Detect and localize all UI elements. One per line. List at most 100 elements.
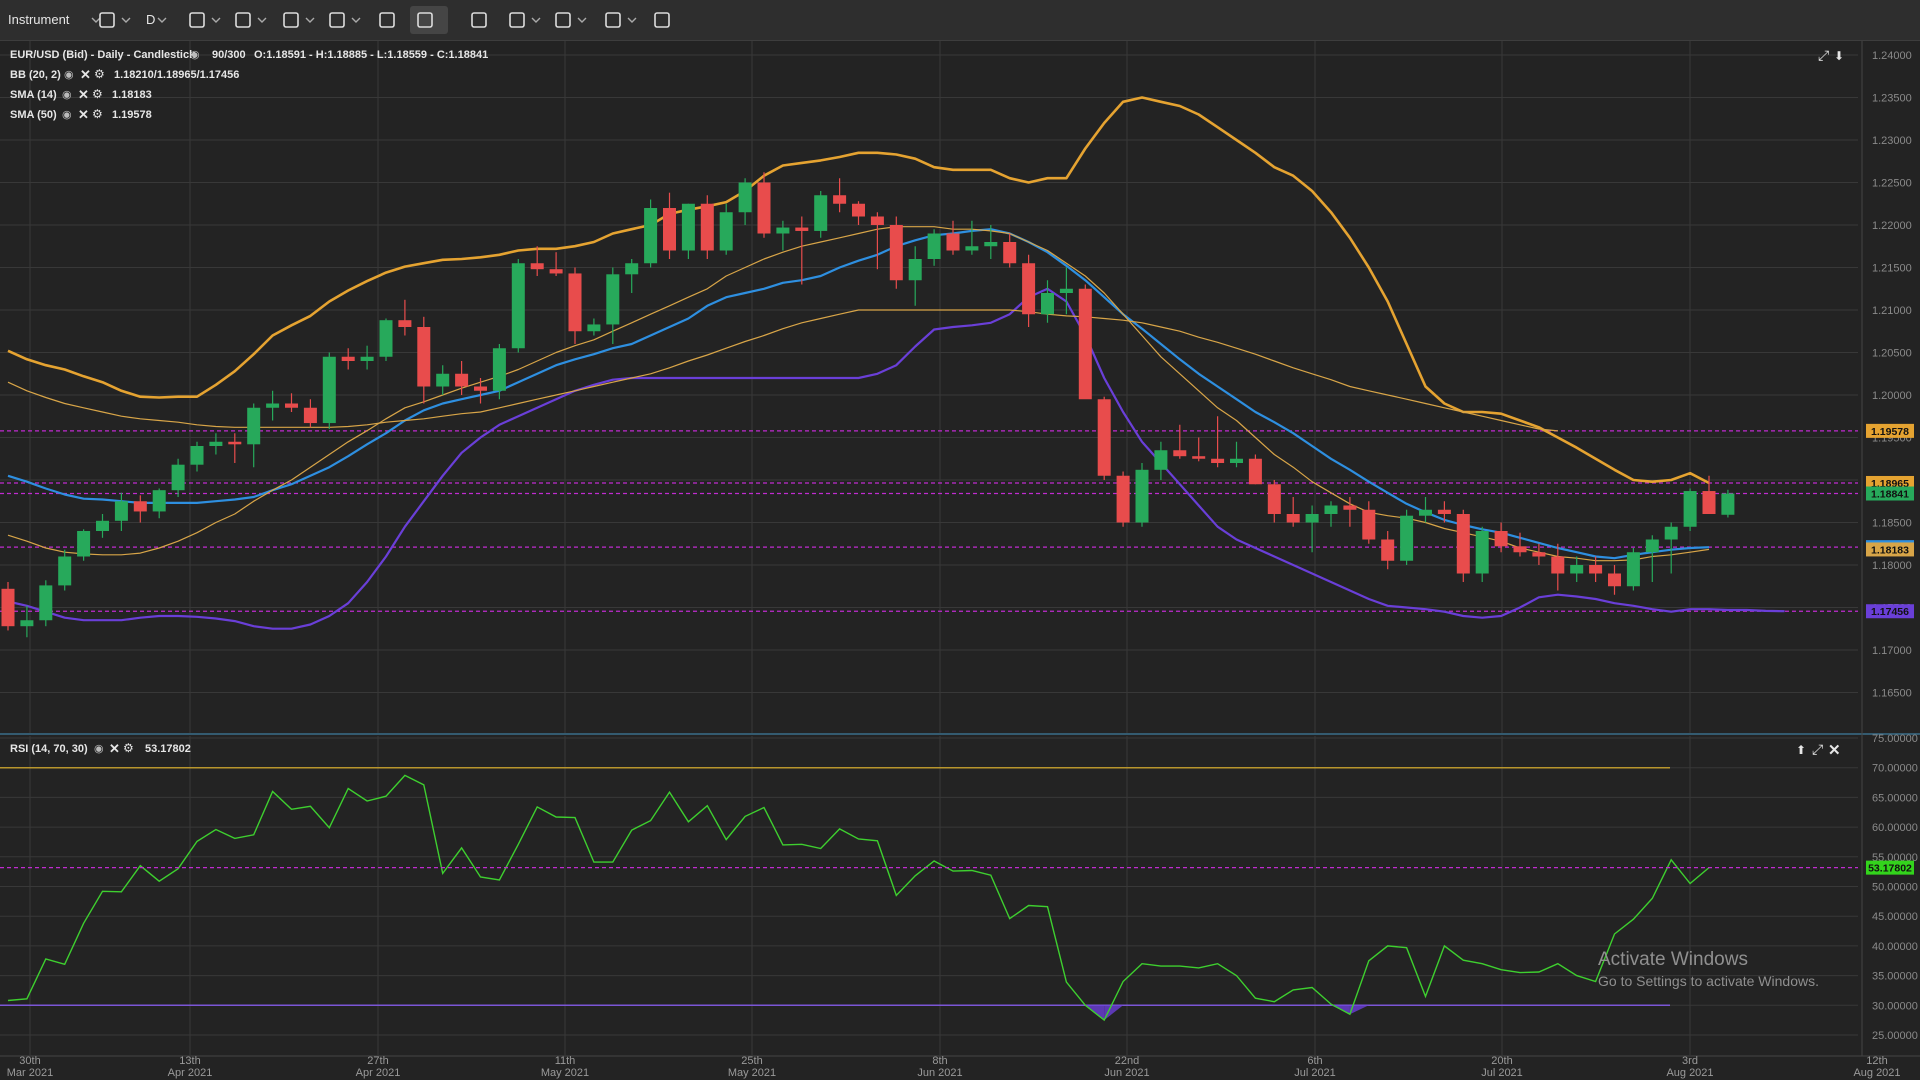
candle-bear <box>1286 497 1300 527</box>
candle-body <box>1702 491 1716 514</box>
candles-icon <box>99 12 115 28</box>
candle-bull <box>1419 497 1432 523</box>
fullscreen-button[interactable] <box>410 6 448 34</box>
date-tick-day: 6th <box>1307 1055 1322 1067</box>
candle-body <box>1135 469 1149 523</box>
candle-bear <box>568 267 582 344</box>
candle-bull <box>927 229 941 266</box>
theme-menu[interactable] <box>555 12 587 28</box>
candle-body <box>946 233 960 251</box>
arrow-up-icon[interactable]: ⬆ <box>1796 743 1806 757</box>
candle-body <box>398 320 412 327</box>
date-tick-day: 11th <box>555 1055 576 1067</box>
candle-body <box>1456 514 1470 574</box>
date-tick-day: 30th <box>19 1055 40 1067</box>
eye-icon: ◉ <box>94 743 104 755</box>
indicator-legend-1[interactable]: SMA (14) ◉ ✕ ⚙ 1.18183 <box>10 87 152 102</box>
price-tick-label: 1.22500 <box>1872 178 1912 190</box>
candle-bull <box>1664 522 1678 574</box>
close-icon: ✕ <box>109 741 120 756</box>
candle-body <box>814 195 828 231</box>
pencil-icon <box>235 12 251 28</box>
instrument-menu[interactable]: Instrument <box>8 12 101 27</box>
candle-bear <box>341 348 355 370</box>
rsi-legend[interactable]: RSI (14, 70, 30) ◉ ✕ ⚙ 53.17802 <box>10 741 191 756</box>
date-tick-day: 13th <box>179 1055 200 1067</box>
candle-bull <box>114 492 128 531</box>
candle-body <box>1683 491 1697 527</box>
candle-body <box>776 227 790 234</box>
rsi-oversold-fill <box>1349 1005 1369 1015</box>
candle-bull <box>511 259 525 353</box>
popout-button[interactable] <box>654 12 670 28</box>
candle-bear <box>1362 501 1376 544</box>
candle-body <box>606 274 620 325</box>
layout-button[interactable] <box>379 12 395 28</box>
candle-body <box>1437 509 1451 514</box>
expand-icon[interactable]: ⤢ <box>1818 47 1829 63</box>
candle-body <box>549 269 563 274</box>
date-tick-day: 22nd <box>1115 1055 1139 1067</box>
date-tick-month: Mar 2021 <box>7 1067 53 1079</box>
candle-bear <box>1 582 15 631</box>
expand-icon[interactable]: ⤢ <box>1812 741 1823 757</box>
date-tick-day: 12th <box>1866 1055 1887 1067</box>
candle-bear <box>1437 501 1451 523</box>
candle-bear <box>663 192 676 259</box>
shapes-menu[interactable] <box>329 12 361 28</box>
candle-body <box>1664 526 1678 540</box>
gear-icon: ⚙ <box>92 87 103 101</box>
candle-body <box>77 531 91 557</box>
candle-bull <box>1683 488 1697 531</box>
candle-body <box>209 441 223 446</box>
date-tick-month: Jun 2021 <box>1104 1067 1149 1079</box>
candle-bull <box>965 220 979 255</box>
date-tick-month: Jun 2021 <box>917 1067 962 1079</box>
palette-icon <box>555 12 571 28</box>
indicator-legend-0[interactable]: BB (20, 2) ◉ ✕ ⚙ 1.18210/1.18965/1.17456 <box>10 67 239 82</box>
candle-body <box>1173 450 1187 457</box>
candle-body <box>436 373 450 387</box>
candle-body <box>1116 475 1130 523</box>
candle-body <box>228 441 242 445</box>
draw-tools-menu[interactable] <box>235 12 267 28</box>
candle-body <box>1022 263 1036 315</box>
candle-body <box>965 246 979 251</box>
candle-bear <box>1532 543 1546 565</box>
candle-bull <box>360 345 374 370</box>
close-icon[interactable]: ✕ <box>1828 742 1841 759</box>
candle-body <box>1059 288 1073 293</box>
candle-body <box>360 356 374 361</box>
period-menu[interactable]: D <box>146 12 167 27</box>
language-menu[interactable] <box>605 12 637 28</box>
chart-type-menu[interactable] <box>99 12 131 28</box>
fibonacci-menu[interactable] <box>283 12 315 28</box>
candle-body <box>795 227 809 231</box>
chevron-down-icon <box>257 17 267 23</box>
candle-bull <box>77 529 91 561</box>
chevron-down-icon <box>627 17 637 23</box>
candle-bear <box>1078 284 1092 400</box>
price-tick-label: 1.21000 <box>1872 305 1912 317</box>
indicator-value: 1.18183 <box>112 89 152 101</box>
indicator-legend-2[interactable]: SMA (50) ◉ ✕ ⚙ 1.19578 <box>10 107 152 122</box>
candle-body <box>852 203 865 217</box>
price-label-1.19578: 1.19578 <box>1866 423 1914 438</box>
indicators-button[interactable] <box>471 12 487 28</box>
candle-body <box>1230 458 1243 463</box>
candle-body <box>663 208 676 251</box>
rsi-value-label: 53.17802 <box>1866 860 1914 875</box>
candle-bear <box>1343 497 1357 527</box>
arrow-down-icon[interactable]: ⬇ <box>1834 49 1844 63</box>
price-label-text: 1.18841 <box>1871 489 1909 501</box>
candle-body <box>1589 565 1603 574</box>
share-menu[interactable] <box>509 12 541 28</box>
candle-body <box>171 464 185 491</box>
candle-bear <box>1267 480 1281 523</box>
candle-body <box>190 446 204 465</box>
rsi-tick-label: 45.00000 <box>1872 911 1918 923</box>
candle-bull <box>1041 280 1054 323</box>
candle-body <box>96 520 109 531</box>
draw-line-menu[interactable] <box>189 12 221 28</box>
